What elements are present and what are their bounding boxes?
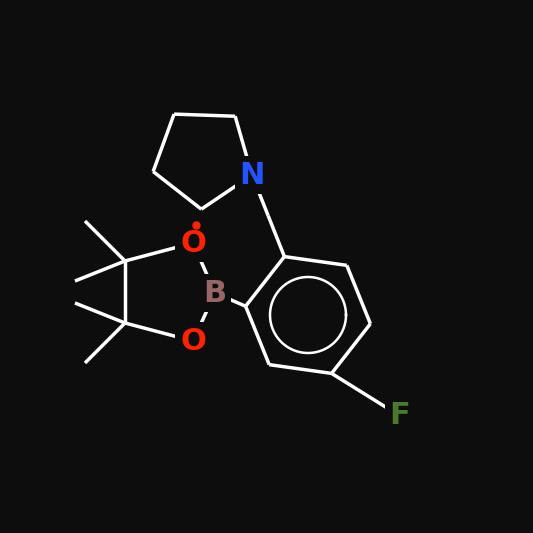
Text: O: O [180, 327, 206, 356]
Text: N: N [239, 160, 265, 190]
Text: O: O [180, 229, 206, 257]
Text: F: F [390, 401, 410, 431]
Text: N: N [239, 160, 265, 190]
Text: B: B [204, 279, 227, 308]
